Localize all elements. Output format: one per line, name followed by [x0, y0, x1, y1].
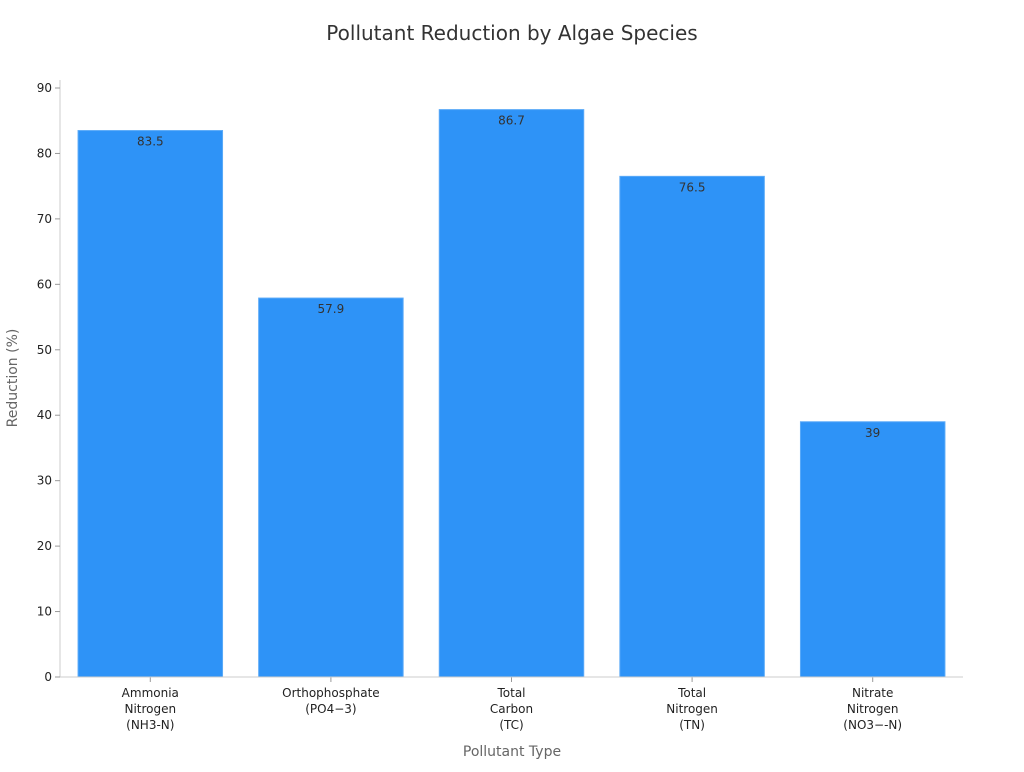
y-tick-label: 60 [37, 277, 52, 291]
data-label: 39 [865, 426, 880, 440]
x-tick-label: Ammonia [122, 686, 179, 700]
x-tick-label: (TN) [679, 718, 705, 732]
y-tick-label: 30 [37, 474, 52, 488]
x-tick-label: (NO3−-N) [843, 718, 902, 732]
y-tick-label: 70 [37, 212, 52, 226]
chart-title: Pollutant Reduction by Algae Species [326, 21, 697, 45]
y-tick-label: 0 [44, 670, 52, 684]
data-label: 57.9 [318, 302, 345, 316]
bar [77, 130, 224, 678]
bar [258, 297, 404, 678]
data-label: 86.7 [498, 114, 525, 128]
x-tick-label: Total [496, 686, 525, 700]
bar [438, 109, 585, 678]
data-label: 76.5 [679, 180, 706, 194]
x-tick-label: Nitrate [852, 686, 893, 700]
data-label: 83.5 [137, 135, 164, 149]
x-tick-label: (TC) [499, 718, 523, 732]
y-tick-label: 50 [37, 343, 52, 357]
y-axis-label: Reduction (%) [5, 329, 21, 428]
x-tick-label: Nitrogen [847, 702, 899, 716]
bar [799, 421, 946, 678]
y-tick-label: 80 [37, 146, 52, 160]
x-tick-label: Carbon [490, 702, 533, 716]
x-tick-label: (NH3-N) [126, 718, 174, 732]
x-axis-label: Pollutant Type [463, 744, 561, 760]
y-tick-label: 90 [37, 81, 52, 95]
x-tick-label: Nitrogen [666, 702, 718, 716]
x-tick-label: Nitrogen [124, 702, 176, 716]
bar [619, 175, 765, 678]
y-tick-label: 40 [37, 408, 52, 422]
x-tick-label: (PO4−3) [305, 702, 356, 716]
y-tick-label: 20 [37, 539, 52, 553]
x-tick-label: Orthophosphate [282, 686, 380, 700]
y-tick-label: 10 [37, 605, 52, 619]
x-tick-label: Total [677, 686, 706, 700]
